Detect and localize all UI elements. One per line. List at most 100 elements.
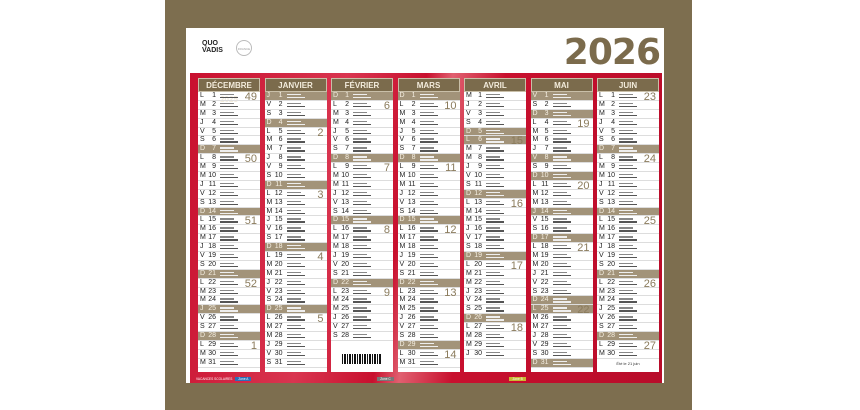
day-number: 26 xyxy=(274,314,283,322)
saint-name xyxy=(419,257,438,259)
day-row: M 30 xyxy=(597,350,659,359)
sun-times xyxy=(552,182,567,185)
weekday-letter: J xyxy=(466,100,470,108)
saint-name xyxy=(286,97,305,99)
day-number: 26 xyxy=(341,314,349,322)
day-row: S 23 xyxy=(530,288,593,297)
weekday-letter: M xyxy=(532,252,539,260)
saint-name xyxy=(486,337,504,339)
day-row: D 14 xyxy=(597,207,659,217)
zone-c: Zone C xyxy=(377,377,394,381)
saint-name xyxy=(419,185,438,188)
day-number: 18 xyxy=(208,243,216,251)
saint-name xyxy=(419,212,438,214)
weekday-letter: M xyxy=(200,234,206,242)
day-row: V 26 xyxy=(597,314,659,324)
day-row: J 30 xyxy=(464,350,526,359)
saint-name xyxy=(220,292,238,294)
day-number: 5 xyxy=(212,127,216,135)
sun-times xyxy=(220,218,234,220)
saint-name xyxy=(552,105,571,108)
day-row: J 19 xyxy=(331,252,393,261)
saint-name xyxy=(286,345,305,348)
weekday-letter: V xyxy=(466,109,471,117)
day-row: J 25 xyxy=(597,305,659,315)
sun-times xyxy=(220,165,234,167)
sun-times xyxy=(552,147,567,149)
weekday-letter: J xyxy=(399,252,404,260)
day-number: 2 xyxy=(345,100,349,108)
saint-name xyxy=(286,212,305,214)
day-row: M 10 xyxy=(198,172,260,181)
saint-name xyxy=(552,328,571,330)
month-column: MARS D 1 L 2 10 M 3 M 4 J 5 V 6 S 7 D 8 L 9 11 M 10 M 11 J 12 V 13 S 1… xyxy=(397,78,460,372)
saint-name xyxy=(619,177,637,179)
week-number: 21 xyxy=(577,242,590,255)
day-number: 25 xyxy=(407,305,416,313)
sun-times xyxy=(419,298,434,300)
sun-times xyxy=(619,236,633,238)
month-header: JANVIER xyxy=(264,78,327,92)
day-row: M 16 xyxy=(198,225,260,235)
sun-times xyxy=(286,191,301,194)
weekday-letter: L xyxy=(599,92,603,99)
day-number: 1 xyxy=(411,92,416,99)
weekday-letter: M xyxy=(200,225,206,233)
day-number: 19 xyxy=(607,252,615,260)
weekday-letter: J xyxy=(532,269,537,277)
week-number: 3 xyxy=(317,188,324,201)
day-number: 17 xyxy=(540,234,549,242)
day-row: M 21 xyxy=(264,270,327,279)
sun-times xyxy=(619,334,633,336)
day-row: M 11 xyxy=(397,181,460,190)
day-number: 10 xyxy=(208,172,216,180)
saint-name xyxy=(353,185,371,188)
weekday-letter: S xyxy=(266,234,272,242)
saint-name xyxy=(353,150,371,152)
day-number: 18 xyxy=(474,243,482,251)
sun-times xyxy=(220,227,234,229)
saint-name xyxy=(419,97,438,99)
sun-times xyxy=(353,129,367,131)
sun-times xyxy=(286,280,301,282)
sun-times xyxy=(220,147,234,149)
weekday-letter: J xyxy=(399,189,404,197)
month-column: DÉCEMBRE 2025 L 1 49 M 2 M 3 J 4 V 5 S 6 D 7 L 8 50 M 9 M 10 J 1… xyxy=(198,78,260,372)
day-number: 28 xyxy=(341,332,349,340)
saint-name xyxy=(286,203,305,205)
sun-times xyxy=(552,200,567,202)
weekday-letter: M xyxy=(399,305,406,313)
saint-name xyxy=(286,328,305,330)
saint-name xyxy=(220,283,238,285)
saint-name xyxy=(552,239,571,241)
saint-name xyxy=(353,114,371,117)
saint-name xyxy=(220,345,238,348)
day-number: 8 xyxy=(478,154,482,162)
day-row: D 28 xyxy=(597,332,659,341)
day-number: 13 xyxy=(341,198,349,206)
sun-times xyxy=(552,129,567,131)
day-row: J 11 xyxy=(597,181,659,190)
day-row: D 18 xyxy=(264,243,327,253)
saint-name xyxy=(619,274,637,277)
day-row: D 10 xyxy=(530,172,593,181)
weekday-letter: L xyxy=(399,100,404,108)
weekday-letter: L xyxy=(466,136,470,144)
weekday-letter: L xyxy=(266,127,271,135)
sun-times xyxy=(619,289,633,291)
weekday-letter: L xyxy=(599,340,603,348)
weekday-letter: L xyxy=(200,154,204,162)
weekday-letter: M xyxy=(466,332,472,340)
sun-times xyxy=(486,200,500,202)
day-number: 30 xyxy=(407,349,416,357)
saint-name xyxy=(419,337,438,339)
day-number: 23 xyxy=(341,287,349,295)
day-number: 22 xyxy=(540,278,549,286)
sun-times xyxy=(353,147,367,149)
day-row: J 12 xyxy=(397,189,460,199)
